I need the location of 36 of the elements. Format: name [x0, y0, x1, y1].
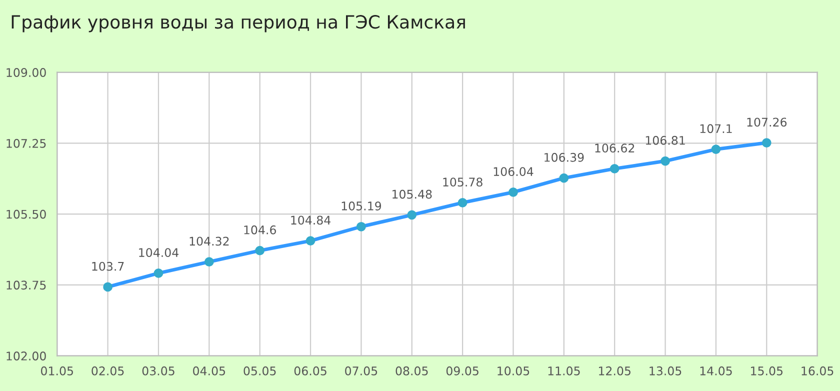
x-tick-label: 06.05	[294, 366, 326, 376]
x-tick-label: 07.05	[345, 366, 378, 376]
data-label: 105.78	[443, 178, 482, 187]
x-tick-label: 03.05	[142, 366, 174, 376]
data-label: 104.32	[190, 236, 229, 246]
data-label: 106.62	[595, 144, 634, 153]
data-label: 104.6	[244, 225, 276, 234]
x-tick-label: 12.05	[599, 366, 630, 376]
data-label: 105.48	[392, 190, 432, 199]
x-tick-label: 09.05	[446, 366, 478, 376]
x-tick-label: 01.05	[41, 366, 73, 376]
data-label: 106.81	[646, 136, 685, 145]
data-label: 107.26	[747, 118, 787, 127]
y-tick-label: 102.00	[6, 352, 46, 360]
y-tick-label: 103.75	[6, 280, 46, 290]
x-tick-label: 08.05	[396, 366, 428, 376]
x-tick-label: 10.05	[498, 366, 530, 376]
data-label: 104.04	[139, 248, 178, 258]
data-label: 103.7	[92, 262, 124, 271]
data-label: 107.1	[700, 124, 732, 134]
x-tick-label: 15.05	[751, 366, 783, 376]
data-label: 104.84	[291, 216, 331, 225]
y-tick-label: 109.00	[6, 68, 46, 77]
x-tick-label: 14.05	[700, 366, 732, 376]
x-tick-label: 05.05	[244, 366, 276, 376]
chart-title: График уровня воды за период на ГЭС Камская	[12, 15, 465, 32]
x-tick-label: 02.05	[92, 366, 124, 376]
x-tick-label: 11.05	[548, 366, 580, 376]
y-tick-label: 107.25	[6, 138, 46, 148]
data-label: 106.39	[544, 152, 584, 162]
data-label: 106.04	[494, 167, 534, 176]
data-label: 105.19	[342, 202, 382, 210]
x-tick-label: 16.05	[802, 366, 834, 376]
x-tick-label: 04.05	[193, 366, 226, 376]
x-tick-label: 13.05	[650, 366, 682, 376]
y-tick-label: 105.50	[6, 210, 46, 219]
